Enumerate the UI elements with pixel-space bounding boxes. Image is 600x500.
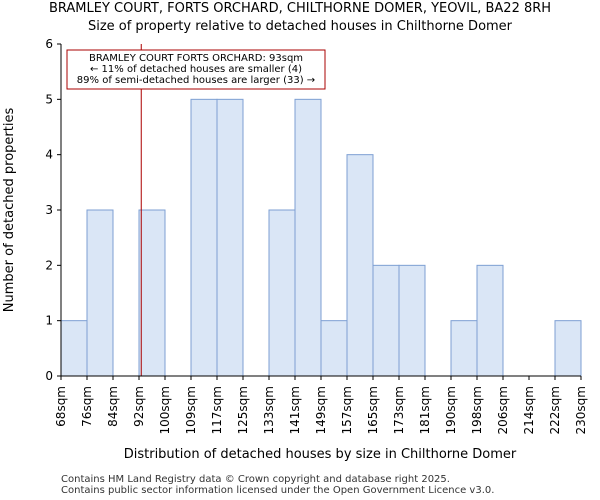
annotation-box <box>66 49 326 90</box>
x-tick-label: 92sqm <box>132 386 146 427</box>
annotation-line-1: BRAMLEY COURT FORTS ORCHARD: 93sqm <box>89 53 303 64</box>
bar-68sqm <box>60 320 88 377</box>
y-tick-label: 0 <box>45 369 53 383</box>
chart-subtitle: Size of property relative to detached ho… <box>87 19 513 34</box>
chart-title: BRAMLEY COURT, FORTS ORCHARD, CHILTHORNE… <box>48 1 552 16</box>
x-tick-label: 214sqm <box>522 386 536 434</box>
footer-licence: Contains public sector information licen… <box>61 485 495 496</box>
x-tick-label: 100sqm <box>158 386 172 434</box>
x-tick-label: 109sqm <box>184 386 198 434</box>
marker-annotation: BRAMLEY COURT FORTS ORCHARD: 93sqm ← 11%… <box>66 49 326 90</box>
x-tick-label: 206sqm <box>496 386 510 434</box>
y-tick-label: 6 <box>45 37 53 51</box>
bars-group <box>60 98 582 377</box>
x-tick-label: 117sqm <box>210 386 224 434</box>
x-tick-label: 76sqm <box>80 386 94 427</box>
bar-133sqm <box>268 209 296 377</box>
x-tick-label: 125sqm <box>236 386 250 434</box>
y-ticks-group: 0 1 2 3 4 5 6 <box>45 37 61 383</box>
bar-157sqm <box>346 154 374 377</box>
x-tick-label: 222sqm <box>548 386 562 434</box>
y-tick-label: 2 <box>45 258 53 272</box>
y-tick-label: 1 <box>45 314 53 328</box>
y-tick-label: 4 <box>45 148 53 162</box>
x-tick-label: 173sqm <box>392 386 406 434</box>
bar-198sqm <box>476 264 504 377</box>
bar-117sqm <box>216 98 244 377</box>
x-tick-label: 84sqm <box>106 386 120 427</box>
bar-149sqm <box>320 320 348 377</box>
bar-190sqm <box>450 320 478 377</box>
x-tick-label: 190sqm <box>444 386 458 434</box>
x-tick-label: 165sqm <box>366 386 380 434</box>
bar-92sqm <box>138 209 166 377</box>
x-tick-label: 68sqm <box>54 386 68 427</box>
annotation-line-2: ← 11% of detached houses are smaller (4) <box>90 64 302 75</box>
bar-173sqm <box>398 264 426 377</box>
y-tick-label: 3 <box>45 203 53 217</box>
bar-109sqm <box>190 98 218 377</box>
bar-222sqm <box>554 320 582 377</box>
x-tick-label: 230sqm <box>574 386 588 434</box>
x-tick-label: 198sqm <box>470 386 484 434</box>
x-tick-label: 181sqm <box>418 386 432 434</box>
y-tick-label: 5 <box>45 92 53 106</box>
x-tick-label: 149sqm <box>314 386 328 434</box>
x-axis-label: Distribution of detached houses by size … <box>124 447 517 462</box>
y-axis-label: Number of detached properties <box>2 108 17 313</box>
x-tick-label: 133sqm <box>262 386 276 434</box>
annotation-line-3: 89% of semi-detached houses are larger (… <box>77 75 315 86</box>
x-tick-label: 157sqm <box>340 386 354 434</box>
bar-165sqm <box>372 264 400 377</box>
bar-76sqm <box>86 209 114 377</box>
bar-141sqm <box>294 98 322 377</box>
x-tick-label: 141sqm <box>288 386 302 434</box>
x-ticks-group: 68sqm 76sqm 84sqm 92sqm 100sqm 109sqm 117sqm 12… <box>54 376 588 434</box>
footer-copyright: Contains HM Land Registry data © Crown c… <box>61 474 450 485</box>
